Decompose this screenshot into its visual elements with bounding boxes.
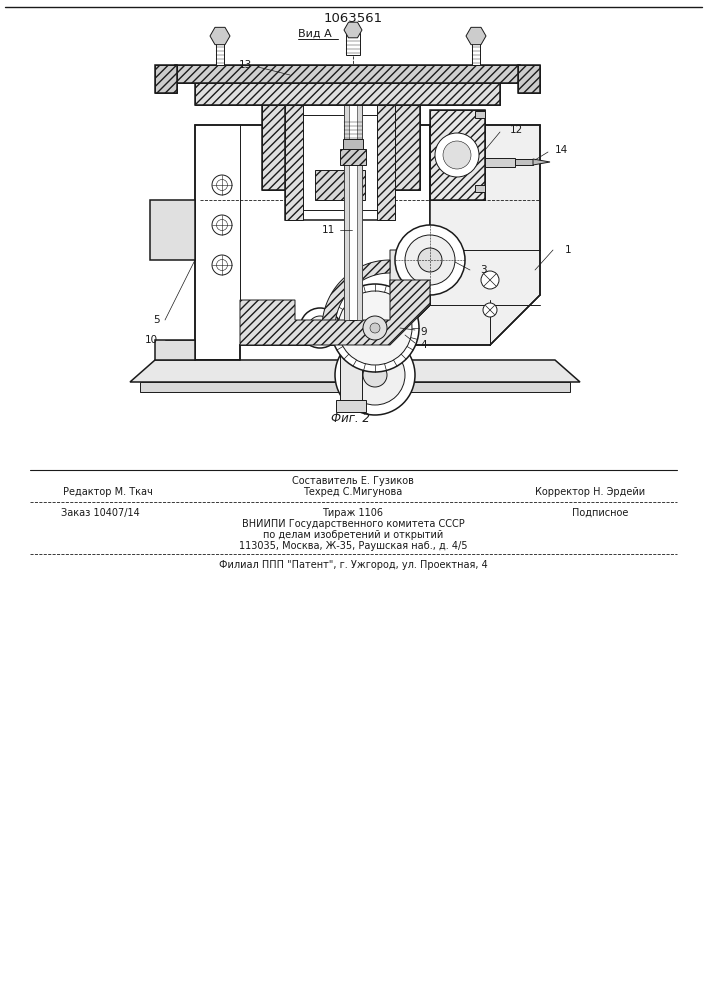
Bar xyxy=(390,105,420,190)
Text: 113035, Москва, Ж-35, Раушская наб., д. 4/5: 113035, Москва, Ж-35, Раушская наб., д. … xyxy=(239,541,467,551)
Text: 9: 9 xyxy=(420,327,426,337)
Circle shape xyxy=(216,180,228,190)
Circle shape xyxy=(363,363,387,387)
Text: Подписное: Подписное xyxy=(572,508,629,518)
Bar xyxy=(303,115,377,210)
Circle shape xyxy=(216,220,228,231)
Text: Тираж 1106: Тираж 1106 xyxy=(322,508,383,518)
Circle shape xyxy=(300,308,340,348)
Text: Редактор М. Ткач: Редактор М. Ткач xyxy=(63,487,153,497)
Text: Корректор Н. Эрдейи: Корректор Н. Эрдейи xyxy=(535,487,645,497)
Text: Заказ 10407/14: Заказ 10407/14 xyxy=(61,508,139,518)
Bar xyxy=(175,65,520,83)
Bar xyxy=(475,185,485,192)
Text: 10: 10 xyxy=(145,335,158,345)
Polygon shape xyxy=(344,22,362,38)
Bar xyxy=(262,105,292,190)
Polygon shape xyxy=(322,260,390,328)
Circle shape xyxy=(443,141,471,169)
Bar xyxy=(155,65,177,93)
Bar xyxy=(216,35,224,65)
Bar xyxy=(155,65,177,93)
Circle shape xyxy=(315,323,325,333)
Bar xyxy=(390,105,420,190)
Bar xyxy=(475,111,485,118)
Bar xyxy=(195,83,500,105)
Polygon shape xyxy=(390,250,430,345)
Circle shape xyxy=(216,259,228,270)
Circle shape xyxy=(212,175,232,195)
Bar xyxy=(518,65,540,93)
Text: ВНИИПИ Государственного комитета СССР: ВНИИПИ Государственного комитета СССР xyxy=(242,519,464,529)
Bar xyxy=(430,110,485,200)
Text: Составитель Е. Гузиков: Составитель Е. Гузиков xyxy=(292,476,414,486)
Polygon shape xyxy=(130,360,580,382)
Bar xyxy=(485,158,515,167)
Polygon shape xyxy=(140,382,570,392)
Bar xyxy=(515,159,533,165)
Bar xyxy=(472,35,480,65)
Text: Вид А: Вид А xyxy=(298,29,332,39)
Text: 5: 5 xyxy=(153,315,160,325)
Bar xyxy=(344,100,349,320)
Bar xyxy=(285,105,395,220)
Text: 12: 12 xyxy=(510,125,523,135)
Bar xyxy=(340,355,362,405)
Polygon shape xyxy=(390,125,540,345)
Bar xyxy=(343,139,363,149)
Text: по делам изобретений и открытий: по делам изобретений и открытий xyxy=(263,530,443,540)
Circle shape xyxy=(481,271,499,289)
Polygon shape xyxy=(155,340,195,360)
Circle shape xyxy=(308,316,332,340)
Text: Техред С.Мигунова: Техред С.Мигунова xyxy=(303,487,402,497)
Circle shape xyxy=(212,255,232,275)
Circle shape xyxy=(435,133,479,177)
Text: 13: 13 xyxy=(239,60,252,70)
Bar xyxy=(195,83,500,105)
Bar xyxy=(518,65,540,93)
Circle shape xyxy=(370,323,380,333)
Text: 14: 14 xyxy=(555,145,568,155)
Circle shape xyxy=(483,303,497,317)
Polygon shape xyxy=(466,27,486,45)
Bar xyxy=(340,149,366,165)
Text: 1: 1 xyxy=(565,245,572,255)
Bar xyxy=(262,105,292,190)
Polygon shape xyxy=(195,125,430,360)
Text: 3: 3 xyxy=(480,265,486,275)
Bar xyxy=(285,105,303,220)
Circle shape xyxy=(363,316,387,340)
Text: 4: 4 xyxy=(420,340,426,350)
Circle shape xyxy=(331,284,419,372)
Bar xyxy=(377,105,395,220)
Bar xyxy=(315,170,365,200)
Bar xyxy=(346,33,360,55)
Polygon shape xyxy=(240,280,430,345)
Text: Филиал ППП "Патент", г. Ужгород, ул. Проектная, 4: Филиал ППП "Патент", г. Ужгород, ул. Про… xyxy=(218,560,487,570)
Circle shape xyxy=(395,225,465,295)
Circle shape xyxy=(405,235,455,285)
Circle shape xyxy=(338,291,412,365)
Circle shape xyxy=(345,345,405,405)
Bar xyxy=(336,400,366,412)
Bar xyxy=(430,110,485,200)
Bar xyxy=(175,65,520,83)
Bar xyxy=(344,100,362,320)
Polygon shape xyxy=(150,200,195,260)
Bar xyxy=(357,100,362,320)
Text: 11: 11 xyxy=(322,225,335,235)
Text: 1063561: 1063561 xyxy=(323,11,382,24)
Text: Фиг. 2: Фиг. 2 xyxy=(331,412,370,424)
Circle shape xyxy=(418,248,442,272)
Circle shape xyxy=(212,215,232,235)
Circle shape xyxy=(335,335,415,415)
Polygon shape xyxy=(210,27,230,45)
Polygon shape xyxy=(533,159,550,165)
